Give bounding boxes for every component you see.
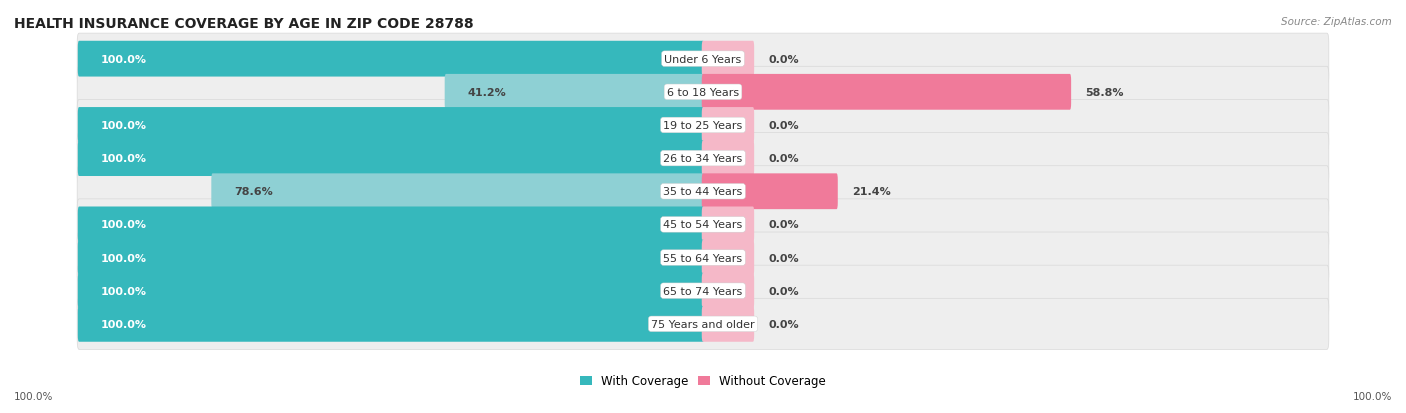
Text: 78.6%: 78.6% (235, 187, 273, 197)
Text: 0.0%: 0.0% (769, 121, 799, 131)
Text: 100.0%: 100.0% (101, 55, 146, 64)
Text: 100.0%: 100.0% (101, 286, 146, 296)
FancyBboxPatch shape (77, 108, 704, 143)
FancyBboxPatch shape (702, 141, 754, 177)
Text: 0.0%: 0.0% (769, 286, 799, 296)
FancyBboxPatch shape (77, 240, 704, 276)
Text: 0.0%: 0.0% (769, 220, 799, 230)
FancyBboxPatch shape (77, 233, 1329, 283)
FancyBboxPatch shape (77, 199, 1329, 250)
FancyBboxPatch shape (702, 75, 1071, 110)
Legend: With Coverage, Without Coverage: With Coverage, Without Coverage (575, 370, 831, 392)
Text: 21.4%: 21.4% (852, 187, 891, 197)
Text: 45 to 54 Years: 45 to 54 Years (664, 220, 742, 230)
Text: 26 to 34 Years: 26 to 34 Years (664, 154, 742, 164)
Text: 100.0%: 100.0% (101, 319, 146, 329)
FancyBboxPatch shape (77, 42, 704, 77)
FancyBboxPatch shape (77, 141, 704, 177)
FancyBboxPatch shape (702, 108, 754, 143)
Text: 41.2%: 41.2% (468, 88, 506, 97)
Text: 6 to 18 Years: 6 to 18 Years (666, 88, 740, 97)
FancyBboxPatch shape (702, 240, 754, 276)
FancyBboxPatch shape (702, 306, 754, 342)
FancyBboxPatch shape (702, 174, 838, 210)
FancyBboxPatch shape (77, 273, 704, 309)
Text: 100.0%: 100.0% (101, 220, 146, 230)
FancyBboxPatch shape (702, 42, 754, 77)
Text: 0.0%: 0.0% (769, 319, 799, 329)
Text: 0.0%: 0.0% (769, 253, 799, 263)
FancyBboxPatch shape (444, 75, 704, 110)
FancyBboxPatch shape (702, 273, 754, 309)
Text: Source: ZipAtlas.com: Source: ZipAtlas.com (1281, 17, 1392, 26)
Text: 35 to 44 Years: 35 to 44 Years (664, 187, 742, 197)
Text: 100.0%: 100.0% (1353, 391, 1392, 401)
FancyBboxPatch shape (77, 306, 704, 342)
FancyBboxPatch shape (77, 166, 1329, 217)
Text: Under 6 Years: Under 6 Years (665, 55, 741, 64)
FancyBboxPatch shape (77, 207, 704, 243)
FancyBboxPatch shape (77, 34, 1329, 85)
Text: 100.0%: 100.0% (14, 391, 53, 401)
Text: 58.8%: 58.8% (1085, 88, 1123, 97)
Text: 100.0%: 100.0% (101, 154, 146, 164)
FancyBboxPatch shape (77, 266, 1329, 316)
FancyBboxPatch shape (77, 299, 1329, 349)
Text: 75 Years and older: 75 Years and older (651, 319, 755, 329)
FancyBboxPatch shape (211, 174, 704, 210)
FancyBboxPatch shape (702, 207, 754, 243)
Text: 65 to 74 Years: 65 to 74 Years (664, 286, 742, 296)
Text: 100.0%: 100.0% (101, 253, 146, 263)
Text: 55 to 64 Years: 55 to 64 Years (664, 253, 742, 263)
FancyBboxPatch shape (77, 100, 1329, 151)
Text: 0.0%: 0.0% (769, 154, 799, 164)
FancyBboxPatch shape (77, 67, 1329, 118)
Text: 100.0%: 100.0% (101, 121, 146, 131)
FancyBboxPatch shape (77, 133, 1329, 184)
Text: 19 to 25 Years: 19 to 25 Years (664, 121, 742, 131)
Text: HEALTH INSURANCE COVERAGE BY AGE IN ZIP CODE 28788: HEALTH INSURANCE COVERAGE BY AGE IN ZIP … (14, 17, 474, 31)
Text: 0.0%: 0.0% (769, 55, 799, 64)
